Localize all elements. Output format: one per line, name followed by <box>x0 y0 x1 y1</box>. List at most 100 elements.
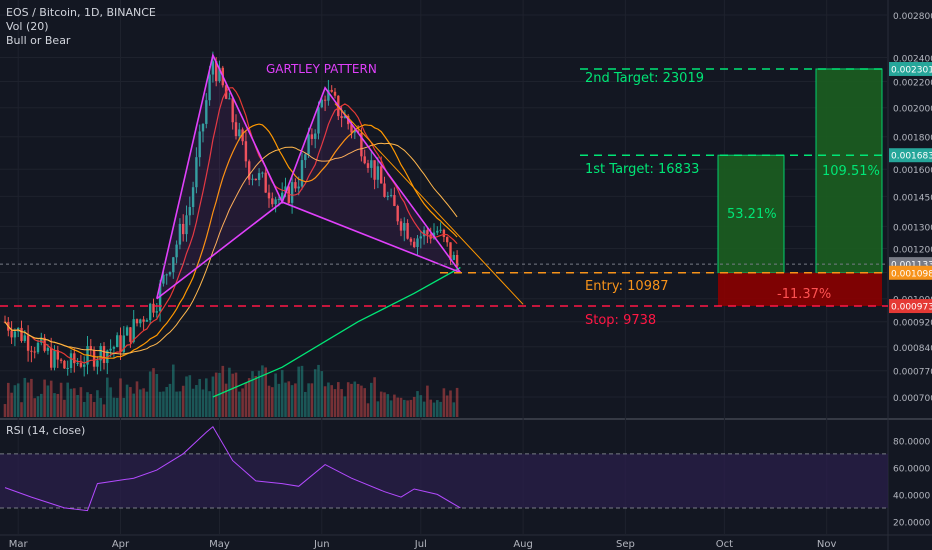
price-label-box <box>889 265 932 280</box>
volume-bar <box>26 382 30 417</box>
pattern-title: GARTLEY PATTERN <box>266 62 377 76</box>
volume-bar <box>63 399 66 417</box>
candle-body <box>366 163 370 168</box>
volume-bar <box>218 372 221 417</box>
candle-body <box>274 199 277 205</box>
price-label-box <box>889 148 932 163</box>
candle-body <box>112 347 116 349</box>
candle-body <box>125 327 129 336</box>
candle-body <box>56 350 59 360</box>
volume-bar <box>115 397 119 417</box>
volume-bar <box>271 387 274 417</box>
volume-bar <box>452 402 456 417</box>
volume-bar <box>185 376 188 417</box>
stop-label: Stop: 9738 <box>585 313 656 328</box>
volume-bar <box>264 367 267 417</box>
volume-bar <box>330 385 333 417</box>
candle-body <box>33 351 36 353</box>
volume-bar <box>436 400 439 417</box>
volume-bar <box>317 364 320 417</box>
volume-legend[interactable]: Vol (20) <box>6 20 49 33</box>
volume-bar <box>125 384 129 417</box>
candle-body <box>234 122 238 137</box>
volume-bar <box>49 380 53 417</box>
candle-body <box>116 335 119 348</box>
volume-bar <box>135 381 139 417</box>
volume-bar <box>373 377 376 417</box>
candle-body <box>290 182 294 203</box>
target2-box <box>815 68 883 274</box>
volume-bar <box>251 371 254 417</box>
candle-body <box>168 272 172 275</box>
candle-body <box>135 319 139 324</box>
volume-bar <box>363 388 366 417</box>
price-tick-label: 0.0020000 <box>893 105 932 115</box>
volume-bar <box>30 378 33 417</box>
volume-bar <box>455 387 459 417</box>
candle-body <box>218 67 221 82</box>
candle-body <box>129 327 132 342</box>
candle-body <box>195 157 198 188</box>
volume-bar <box>267 385 271 417</box>
symbol-legend[interactable]: EOS / Bitcoin, 1D, BINANCE <box>6 6 156 19</box>
target1-label: 1st Target: 16833 <box>585 162 699 177</box>
volume-bar <box>439 401 442 417</box>
volume-bar <box>287 381 291 417</box>
volume-bar <box>172 364 175 417</box>
volume-bar <box>280 370 284 417</box>
volume-bar <box>152 368 155 417</box>
volume-bar <box>33 398 36 417</box>
candle-body <box>50 347 53 368</box>
rsi-legend[interactable]: RSI (14, close) <box>6 424 86 437</box>
rsi-tick-label: 20.0000 <box>893 518 930 528</box>
price-tick-label: 0.0014500 <box>893 193 932 203</box>
rsi-path <box>4 426 461 512</box>
candle-body <box>238 129 241 137</box>
volume-bar <box>294 383 297 417</box>
candle-body <box>13 331 17 338</box>
volume-bar <box>399 397 403 417</box>
volume-bar <box>346 382 350 417</box>
price-label-text: 0.0023019 <box>891 65 932 75</box>
candle-body <box>314 133 317 139</box>
candle-body <box>317 107 320 134</box>
price-tick-label: 0.0012000 <box>893 245 932 255</box>
volume-bar <box>379 391 383 417</box>
candle-body <box>257 173 261 181</box>
time-tick-label: Sep <box>616 539 635 550</box>
volume-bar <box>129 387 132 417</box>
indicator-legend[interactable]: Bull or Bear <box>6 34 71 47</box>
volume-bar <box>337 382 340 417</box>
time-tick-label: Nov <box>817 539 837 550</box>
candle-body <box>409 238 413 242</box>
candle-body <box>211 61 215 75</box>
candle-body <box>59 359 63 361</box>
candle-body <box>380 166 383 184</box>
candle-body <box>26 335 30 351</box>
volume-bar <box>370 382 373 417</box>
price-tick-label: 0.0009200 <box>893 319 932 329</box>
volume-bar <box>238 391 241 417</box>
candle-body <box>360 132 363 157</box>
candle-body <box>251 178 254 180</box>
volume-bar <box>86 392 89 417</box>
candle-body <box>10 330 13 338</box>
volume-bar <box>13 385 17 417</box>
volume-bar <box>208 391 211 417</box>
volume-bar <box>155 374 159 417</box>
target2-label: 2nd Target: 23019 <box>585 71 704 86</box>
candle-body <box>119 335 122 353</box>
volume-bar <box>247 378 251 417</box>
volume-bar <box>142 388 145 417</box>
volume-bar <box>396 397 399 417</box>
volume-bar <box>353 381 357 417</box>
volume-bar <box>449 390 452 417</box>
volume-bar <box>224 383 228 417</box>
candle-body <box>436 230 439 233</box>
candle-body <box>330 89 333 92</box>
price-tick-label: 0.0024000 <box>893 54 932 64</box>
volume-bar <box>96 390 99 417</box>
volume-bar <box>119 378 122 417</box>
candle-body <box>43 337 46 351</box>
